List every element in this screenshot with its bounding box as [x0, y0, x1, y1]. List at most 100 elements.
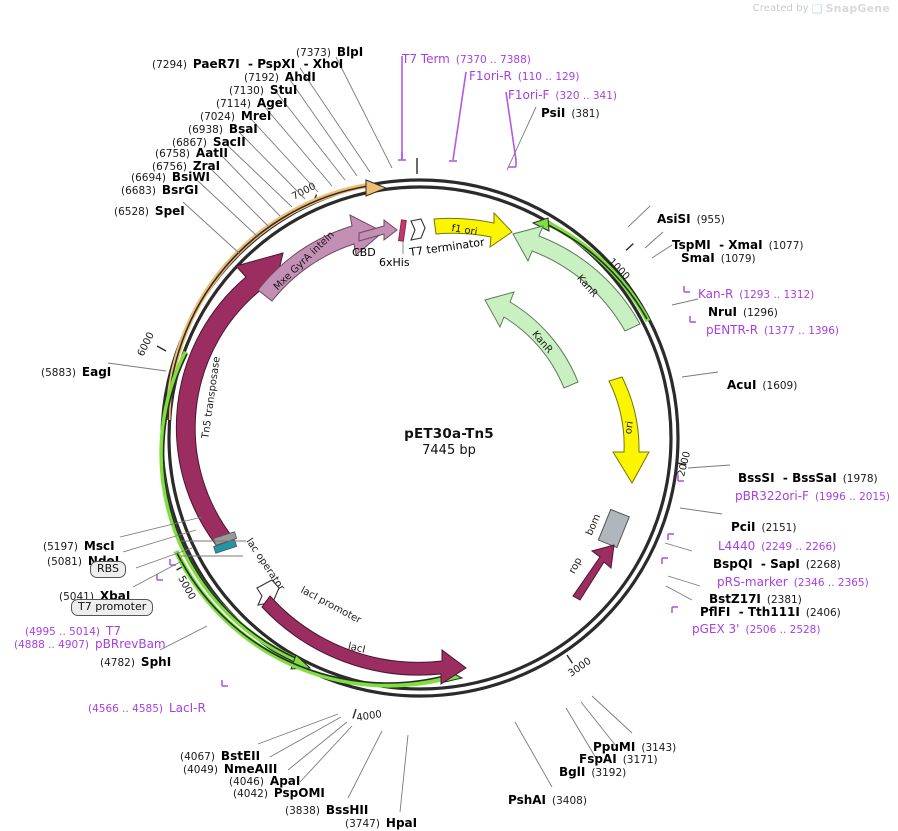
site-name-group: PpuMI: [593, 736, 635, 755]
site-name-group: MreI: [241, 105, 271, 124]
feature-bom: bom: [584, 508, 630, 549]
site-position: (3171): [622, 754, 658, 766]
site-name: XmaI: [728, 238, 763, 252]
site-position: (7114): [216, 98, 251, 110]
site-position: (7192): [244, 72, 279, 84]
site-name-group: BssHII: [326, 799, 368, 818]
site-label-asisi: AsiSI (955): [657, 210, 725, 226]
site-label-smai: SmaI (1079): [681, 249, 756, 265]
site-name: SphI: [140, 655, 172, 669]
site-label-apai: (4046) ApaI: [229, 772, 300, 788]
site-position: (2249 .. 2266): [761, 541, 837, 553]
primer-arrowhead-orange: [365, 179, 388, 197]
site-name: L4440: [718, 539, 756, 553]
site-name-group: PsiI: [541, 102, 565, 121]
site-name-group: SphI: [141, 651, 171, 670]
site-label-paer7i: (7294) PaeR7I - PspXI - XhoI: [152, 55, 343, 71]
primer-arc-orange-core: [167, 185, 369, 421]
site-name-group: BspQI - SapI: [713, 553, 800, 572]
site-label-pbr322ori: pBR322ori-F (1996 .. 2015): [735, 487, 890, 503]
site-name: MscI: [83, 539, 115, 553]
site-name-group: Kan-R: [698, 283, 733, 302]
site-name: BstZ17I: [709, 592, 761, 606]
site-name: SacII: [212, 135, 246, 149]
feature-ori: ori: [608, 376, 650, 484]
site-name: PciI: [731, 520, 756, 534]
site-name: T7 Term: [402, 52, 450, 66]
site-name: BssHII: [325, 803, 369, 817]
site-label-prsmarker: pRS-marker (2346 .. 2365): [717, 573, 869, 589]
site-name-separator: -: [730, 605, 748, 619]
primer-arc-green-kanr-core: [545, 223, 648, 320]
site-position: (2268): [805, 559, 841, 571]
site-name-group: PciI: [731, 516, 756, 535]
site-name-group: BsrGI: [162, 179, 199, 198]
site-label-mrei: (7024) MreI: [200, 107, 271, 123]
site-position: (4782): [100, 657, 135, 669]
site-name: pRS-marker: [717, 575, 788, 589]
site-label-sphi: (4782) SphI: [100, 653, 171, 669]
site-name: PspXI: [257, 57, 296, 71]
site-position: (6756): [152, 161, 187, 173]
site-label-tspmi: TspMI - XmaI (1077): [672, 236, 804, 252]
site-name-group: BstZ17I: [709, 588, 761, 607]
site-name-group: NmeAIII: [224, 758, 277, 777]
site-label-spei: (6528) SpeI: [114, 202, 185, 218]
site-label-bstz17i: BstZ17I (2381): [709, 590, 802, 606]
feature-cbd: CBD: [352, 218, 398, 259]
site-name-group: BlpI: [337, 41, 363, 60]
site-label-nrui: NruI (1296): [708, 303, 778, 319]
site-label-kanr_p: Kan-R (1293 .. 1312): [698, 285, 814, 301]
site-position: (3143): [641, 742, 677, 754]
site-label-hpai: (3747) HpaI: [345, 814, 417, 830]
site-label-fspai: FspAI (3171): [579, 750, 658, 766]
site-name: FspAI: [579, 752, 617, 766]
site-label-pbrrevbam: (4888 .. 4907) pBRrevBam: [14, 635, 166, 651]
site-position: (1996 .. 2015): [814, 491, 890, 503]
site-position: (6867): [172, 137, 207, 149]
site-name-group: F1ori-F: [508, 84, 549, 103]
site-position: (2151): [761, 522, 797, 534]
site-label-bsssi: BssSI - BssSaI (1978): [738, 469, 878, 485]
site-position: (110 .. 129): [517, 71, 580, 83]
site-position: (7294): [152, 59, 187, 71]
site-position: (1609): [762, 380, 798, 392]
site-name: PpuMI: [593, 740, 636, 754]
site-label-f1orif: F1ori-F (320 .. 341): [508, 86, 617, 102]
site-name: BspQI: [713, 557, 753, 571]
site-label-pgex3: pGEX 3' (2506 .. 2528): [692, 620, 820, 636]
site-position: (5197): [43, 541, 78, 553]
site-position: (2506 .. 2528): [745, 624, 821, 636]
site-name: BsiWI: [171, 170, 211, 184]
site-name-separator: -: [752, 557, 771, 571]
site-name: ZraI: [192, 159, 221, 173]
feature-f1-ori: f1 ori: [433, 211, 513, 249]
site-name: AatII: [195, 146, 228, 160]
primer-arc-green-lacI-core: [176, 552, 449, 684]
site-label-agei: (7114) AgeI: [216, 94, 287, 110]
site-name: BsaI: [228, 122, 258, 136]
site-name: BlpI: [336, 45, 364, 59]
site-label-bsrgi: (6683) BsrGI: [121, 181, 198, 197]
site-name: AsiSI: [657, 212, 691, 226]
site-name-group: ApaI: [270, 770, 300, 789]
primer-arc-green-left-core: [162, 353, 299, 660]
site-name-group: FspAI: [579, 748, 617, 767]
site-label-f1orir: F1ori-R (110 .. 129): [469, 67, 579, 83]
site-name-group: LacI-R: [169, 697, 206, 716]
feature-label-t7-terminator: T7 terminator: [408, 235, 486, 259]
site-label-ppumi: PpuMI (3143): [593, 738, 676, 754]
site-name: MreI: [240, 109, 272, 123]
watermark-brand: SnapGene: [825, 2, 890, 15]
site-position: (4067): [180, 751, 215, 763]
site-name-group: AgeI: [257, 92, 287, 111]
site-name-group: NruI: [708, 301, 737, 320]
site-label-blpi: (7373) BlpI: [296, 43, 363, 59]
site-name: pBRrevBam: [95, 637, 166, 651]
site-position: (4046): [229, 776, 264, 788]
feature-label-lacI-promoter: lacI promoter: [299, 585, 364, 627]
site-name: StuI: [269, 83, 298, 97]
site-name: AgeI: [256, 96, 288, 110]
site-name: AcuI: [727, 378, 757, 392]
